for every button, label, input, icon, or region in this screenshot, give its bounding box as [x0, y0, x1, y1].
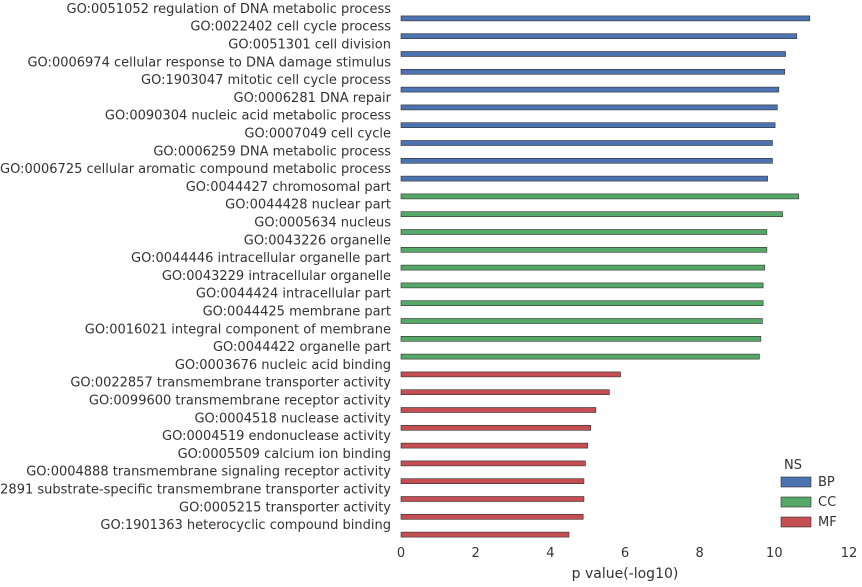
bar-bp	[400, 86, 780, 93]
bar-bp	[400, 51, 786, 57]
category-label: GO:0022891 substrate-specific transmembr…	[0, 483, 391, 498]
category-label: GO:0006974 cellular response to DNA dama…	[27, 55, 391, 70]
bar-cc	[400, 229, 768, 235]
legend-swatch-cc	[780, 496, 812, 508]
bar-mf	[400, 460, 586, 467]
bar-bp	[400, 15, 811, 22]
bar-mf	[400, 371, 621, 378]
legend-title: NS	[784, 458, 802, 473]
category-labels: GO:0051052 regulation of DNA metabolic p…	[0, 2, 392, 533]
bar-mf	[400, 478, 585, 485]
category-label: GO:1903047 mitotic cell cycle process	[141, 73, 391, 88]
category-label: GO:0044427 chromosomal part	[186, 180, 391, 195]
legend: NS BP CC MF	[780, 458, 837, 530]
category-label: GO:0044424 intracellular part	[196, 287, 391, 302]
bar-bp	[400, 140, 773, 146]
bar-cc	[400, 211, 783, 217]
legend-swatch-mf	[780, 516, 812, 528]
bar-cc	[400, 300, 764, 307]
bar-bp	[400, 158, 773, 164]
x-tick-label: 8	[696, 546, 704, 561]
category-label: GO:1901363 heterocyclic compound binding	[100, 518, 391, 533]
bar-cc	[400, 282, 764, 289]
x-tick-label: 4	[546, 546, 554, 561]
legend-label-bp: BP	[818, 475, 835, 490]
bar-cc	[400, 353, 760, 360]
category-label: GO:0005215 transporter activity	[179, 500, 391, 515]
category-label: GO:0043229 intracellular organelle	[162, 269, 391, 284]
category-label: GO:0051052 regulation of DNA metabolic p…	[67, 2, 392, 17]
category-label: GO:0005634 nucleus	[254, 216, 391, 231]
x-axis: 0 2 4 6 8 10 12	[397, 546, 857, 561]
category-label: GO:0006725 cellular aromatic compound me…	[0, 162, 391, 177]
legend-label-mf: MF	[818, 515, 837, 530]
category-label: GO:0044422 organelle part	[213, 340, 391, 355]
bar-mf	[400, 513, 584, 520]
category-label: GO:0044425 membrane part	[203, 305, 391, 320]
bar-cc	[400, 318, 763, 324]
x-axis-label: p value(-log10)	[572, 566, 679, 582]
x-tick-label: 6	[621, 546, 629, 561]
x-tick-label: 10	[766, 546, 783, 561]
bar-cc	[400, 264, 765, 271]
bar-mf	[400, 442, 588, 449]
category-label: GO:0099600 transmembrane receptor activi…	[89, 394, 391, 409]
x-tick-label: 12	[841, 546, 858, 561]
legend-swatch-bp	[780, 476, 812, 488]
category-label: GO:0004519 endonuclease activity	[162, 429, 391, 444]
bars-layer	[400, 15, 811, 538]
bar-bp	[400, 69, 786, 75]
bar-cc	[400, 193, 799, 200]
category-label: GO:0004888 transmembrane signaling recep…	[26, 465, 391, 480]
category-label: GO:0022857 transmembrane transporter act…	[70, 376, 391, 391]
legend-label-cc: CC	[818, 495, 836, 510]
category-label: GO:0006281 DNA repair	[234, 91, 392, 106]
category-label: GO:0016021 integral component of membran…	[85, 322, 391, 337]
bar-cc	[400, 335, 762, 342]
bar-mf	[400, 531, 570, 538]
bar-cc	[400, 247, 768, 253]
x-tick-label: 2	[472, 546, 480, 561]
category-label: GO:0005509 calcium ion binding	[178, 447, 391, 462]
category-label: GO:0004518 nuclease activity	[194, 411, 391, 426]
bar-bp	[400, 33, 798, 40]
category-label: GO:0006259 DNA metabolic process	[153, 144, 391, 159]
x-tick-label: 0	[397, 546, 405, 561]
category-label: GO:0051301 cell division	[228, 38, 391, 53]
category-label: GO:0043226 organelle	[244, 233, 391, 248]
bar-bp	[400, 122, 776, 128]
bar-mf	[400, 389, 610, 396]
bar-mf	[400, 407, 597, 413]
bar-mf	[400, 424, 591, 431]
category-label: GO:0007049 cell cycle	[244, 127, 391, 142]
category-label: GO:0022402 cell cycle process	[190, 20, 391, 35]
category-label: GO:0044428 nuclear part	[225, 198, 391, 213]
bar-mf	[400, 496, 585, 502]
category-label: GO:0044446 intracellular organelle part	[131, 251, 391, 266]
category-label: GO:0090304 nucleic acid metabolic proces…	[105, 109, 391, 124]
category-label: GO:0003676 nucleic acid binding	[175, 358, 391, 373]
bar-bp	[400, 104, 778, 111]
bar-bp	[400, 175, 768, 182]
